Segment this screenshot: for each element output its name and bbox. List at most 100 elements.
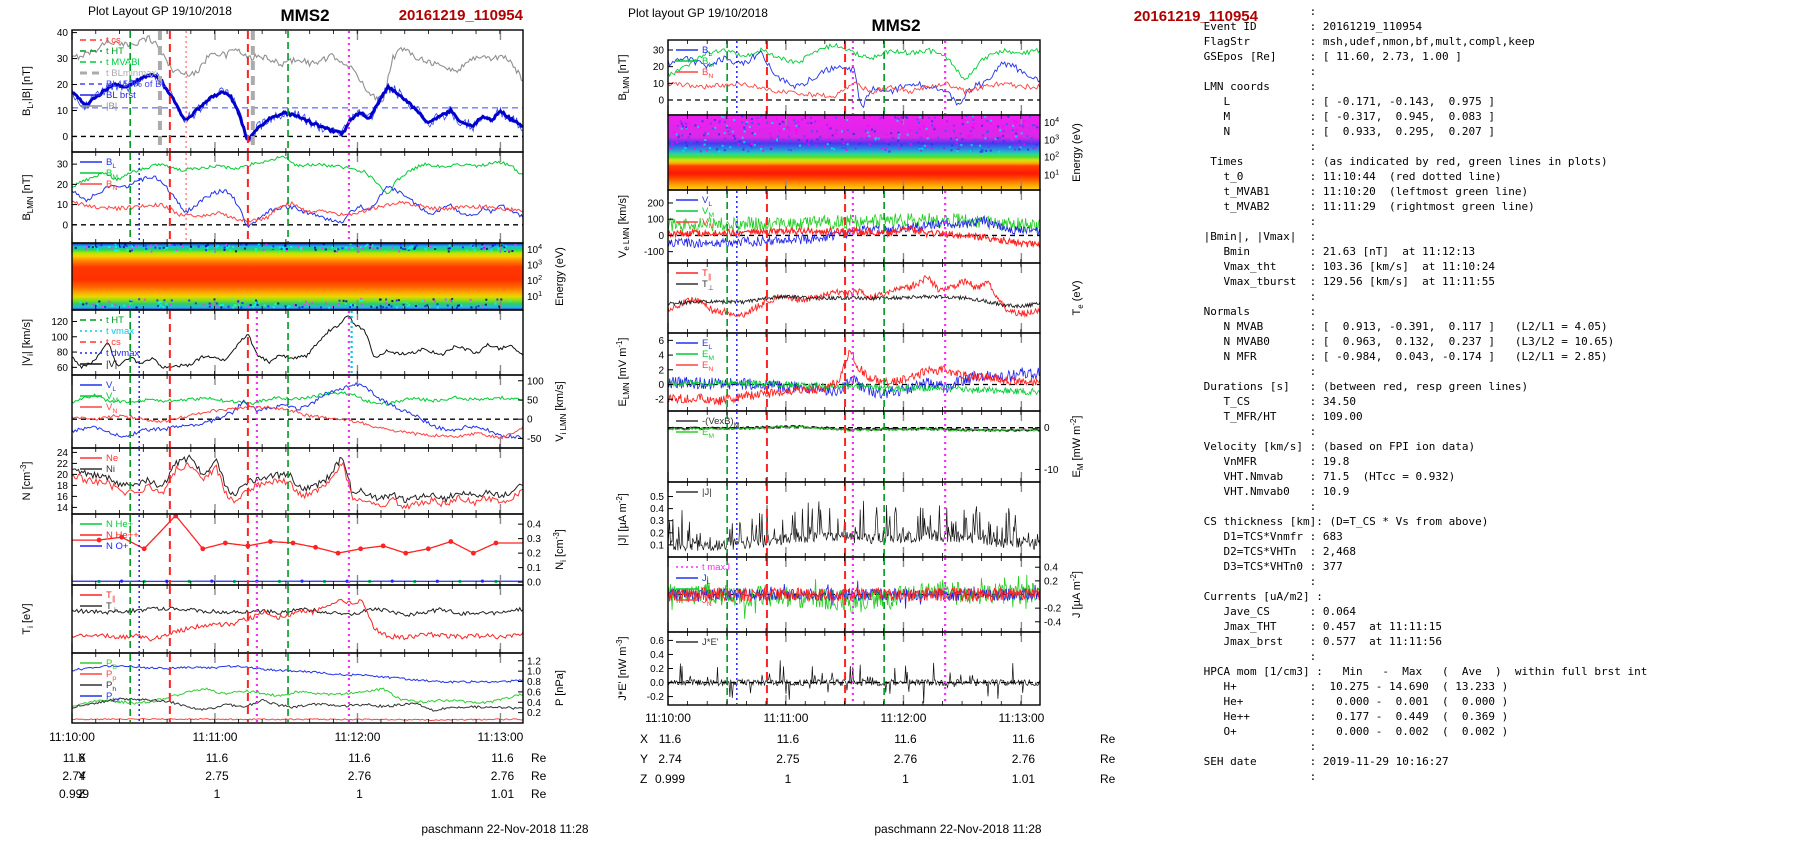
svg-text:PB: PB bbox=[106, 658, 117, 671]
svg-text:Vi LMN [km/s]: Vi LMN [km/s] bbox=[554, 381, 568, 441]
svg-text:11.6: 11.6 bbox=[777, 732, 800, 746]
svg-text:101: 101 bbox=[1044, 168, 1059, 182]
svg-text:BN: BN bbox=[106, 179, 117, 192]
svg-text:0.3: 0.3 bbox=[650, 516, 664, 527]
svg-text:0.2: 0.2 bbox=[650, 528, 664, 539]
svg-text:0.2: 0.2 bbox=[1044, 576, 1058, 587]
svg-text:0.4: 0.4 bbox=[650, 650, 664, 661]
svg-text:t HT: t HT bbox=[106, 46, 124, 57]
svg-text:J*E': J*E' bbox=[702, 637, 719, 648]
svg-text:11:11:00: 11:11:00 bbox=[763, 711, 808, 725]
svg-text:0.2: 0.2 bbox=[527, 549, 541, 560]
svg-text:Re: Re bbox=[1100, 752, 1116, 766]
svg-text:VM: VM bbox=[106, 391, 118, 404]
svg-text:-0.2: -0.2 bbox=[1044, 604, 1062, 615]
svg-text:BLMN [nT]: BLMN [nT] bbox=[21, 174, 35, 220]
svg-text:0.4: 0.4 bbox=[527, 698, 541, 709]
svg-text:-(VexB)M: -(VexB)M bbox=[702, 416, 740, 429]
svg-text:|Vi| [km/s]: |Vi| [km/s] bbox=[21, 319, 35, 366]
svg-text:T⊥: T⊥ bbox=[106, 601, 118, 614]
figure-title-left: MMS2 bbox=[280, 6, 330, 25]
svg-text:N [cm-3]: N [cm-3] bbox=[19, 462, 33, 501]
svg-text:11.6: 11.6 bbox=[659, 732, 682, 746]
svg-text:30: 30 bbox=[57, 160, 69, 171]
svg-text:t MVABl: t MVABl bbox=[106, 57, 140, 68]
svg-text:101: 101 bbox=[527, 289, 542, 303]
svg-text:Ve LMN [km/s]: Ve LMN [km/s] bbox=[617, 195, 631, 258]
svg-text:JL: JL bbox=[702, 573, 711, 586]
svg-text:Ni: Ni bbox=[106, 464, 115, 475]
svg-text:104: 104 bbox=[527, 242, 542, 256]
svg-text:2.76: 2.76 bbox=[491, 769, 515, 783]
footer-middle: paschmann 22-Nov-2018 11:28 bbox=[874, 822, 1042, 836]
svg-text:BM: BM bbox=[702, 56, 714, 69]
svg-text:11.6: 11.6 bbox=[491, 751, 514, 765]
svg-text:BLMN [nT]: BLMN [nT] bbox=[617, 54, 631, 100]
svg-text:120: 120 bbox=[51, 317, 68, 328]
svg-text:Z: Z bbox=[78, 787, 85, 801]
svg-text:T∥: T∥ bbox=[106, 590, 115, 603]
svg-text:11:13:00: 11:13:00 bbox=[998, 711, 1044, 725]
svg-text:Energy (eV): Energy (eV) bbox=[1071, 123, 1083, 182]
panel-hpca-n: 0.4 0.3 0.2 0.1 0.0 Ni [cm-3] N He+N He++N O+ bbox=[71, 513, 568, 589]
svg-text:1: 1 bbox=[902, 772, 909, 786]
svg-text:0.2: 0.2 bbox=[527, 708, 541, 719]
svg-text:0.6: 0.6 bbox=[650, 636, 664, 647]
svg-text:Ph: Ph bbox=[106, 680, 116, 693]
svg-text:-2: -2 bbox=[655, 395, 664, 406]
svg-text:30: 30 bbox=[57, 54, 69, 65]
event-id-middle: 20161219_110954 bbox=[1133, 8, 1258, 25]
svg-text:0.0: 0.0 bbox=[650, 678, 664, 689]
svg-text:t cs: t cs bbox=[106, 35, 121, 46]
svg-text:11.6: 11.6 bbox=[1012, 732, 1035, 746]
svg-text:X: X bbox=[640, 732, 648, 746]
svg-text:EM: EM bbox=[702, 427, 714, 440]
svg-text:11.6: 11.6 bbox=[206, 751, 229, 765]
svg-text:ELMN [mV m-1]: ELMN [mV m-1] bbox=[615, 338, 631, 407]
svg-text:0.0: 0.0 bbox=[527, 578, 541, 589]
svg-text:N O+: N O+ bbox=[106, 541, 129, 552]
svg-text:BL,|B| [nT]: BL,|B| [nT] bbox=[21, 66, 35, 116]
svg-text:EL: EL bbox=[702, 338, 712, 351]
svg-text:11:10:00: 11:10:00 bbox=[49, 730, 95, 744]
svg-text:VM: VM bbox=[702, 206, 714, 219]
svg-text:Te (eV): Te (eV) bbox=[1071, 281, 1085, 316]
ephemeris-1: X 11.6 11.6 11.6 11.6 Re Y 2.74 2.75 2.76 2.76 Re Z 0… bbox=[640, 732, 1116, 786]
svg-text:t HT: t HT bbox=[106, 315, 124, 326]
svg-text:X: X bbox=[78, 751, 86, 765]
svg-text:J*E' [nW m-3]: J*E' [nW m-3] bbox=[615, 636, 629, 700]
svg-text:1.01: 1.01 bbox=[1012, 772, 1036, 786]
svg-text:EN: EN bbox=[702, 360, 713, 373]
svg-text:11:10:00: 11:10:00 bbox=[645, 711, 691, 725]
svg-text:|J| [µA m-2]: |J| [µA m-2] bbox=[615, 493, 629, 546]
svg-text:2.75: 2.75 bbox=[205, 769, 229, 783]
svg-text:11.6: 11.6 bbox=[348, 751, 371, 765]
svg-text:100: 100 bbox=[527, 376, 544, 387]
svg-text:BN: BN bbox=[702, 67, 713, 80]
svg-text:0.8: 0.8 bbox=[527, 677, 541, 688]
svg-text:2.76: 2.76 bbox=[348, 769, 372, 783]
svg-text:2: 2 bbox=[658, 365, 664, 376]
svg-text:BL: BL bbox=[106, 157, 116, 170]
svg-text:0.999: 0.999 bbox=[655, 772, 685, 786]
svg-text:102: 102 bbox=[527, 273, 542, 287]
svg-text:11:12:00: 11:12:00 bbox=[335, 730, 381, 744]
svg-text:1: 1 bbox=[356, 787, 363, 801]
footer-left: paschmann 22-Nov-2018 11:28 bbox=[421, 822, 589, 836]
svg-text:20: 20 bbox=[57, 80, 69, 91]
svg-text:20: 20 bbox=[57, 470, 69, 481]
svg-text:Re: Re bbox=[1100, 772, 1116, 786]
svg-text:VL: VL bbox=[106, 380, 116, 393]
svg-text:11:11:00: 11:11:00 bbox=[192, 730, 237, 744]
svg-text:60: 60 bbox=[57, 363, 69, 374]
svg-text:JN: JN bbox=[702, 595, 712, 608]
svg-text:VN: VN bbox=[702, 217, 713, 230]
svg-text:10: 10 bbox=[653, 79, 665, 90]
svg-text:t BLminmax: t BLminmax bbox=[106, 68, 156, 79]
svg-text:1.0: 1.0 bbox=[527, 667, 541, 678]
time-axis-0: 11:10:00 11:11:00 11:12:00 11:13:00 bbox=[49, 730, 524, 744]
svg-text:Y: Y bbox=[640, 752, 648, 766]
